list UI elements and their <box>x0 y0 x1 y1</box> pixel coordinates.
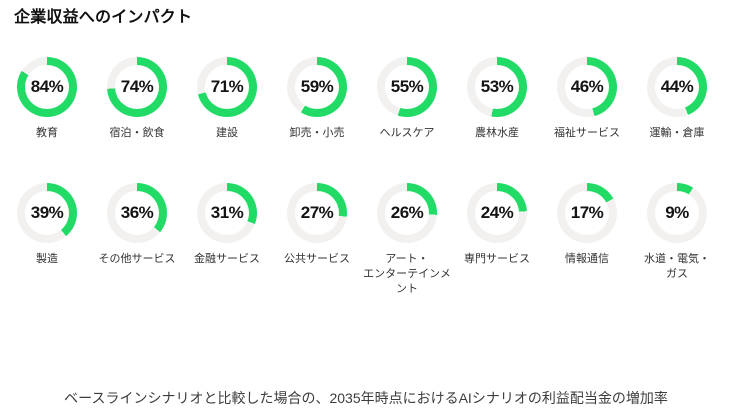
gauge-label: 水道・電気・ ガス <box>644 252 710 280</box>
gauge-cell: 55% ヘルスケア <box>362 57 452 141</box>
page-title: 企業収益へのインパクト <box>14 9 193 26</box>
gauge-label: 卸売・小売 <box>289 127 345 139</box>
donut-gauge-ring: 17% <box>557 182 617 243</box>
gauge-cell: 36% その他サービス <box>92 182 182 267</box>
gauge-value: 17% <box>570 202 604 222</box>
donut-gauge-ring: 36% <box>107 182 167 243</box>
gauge-value: 27% <box>300 202 334 222</box>
donut-gauge-ring: 9% <box>647 182 707 243</box>
gauge-cell: 44% 運輸・倉庫 <box>632 57 722 141</box>
gauge-value: 24% <box>480 202 514 222</box>
gauge-cell: 24% 専門サービス <box>452 182 542 267</box>
gauge-cell: 53% 農林水産 <box>452 57 542 141</box>
gauge-value: 44% <box>660 77 694 96</box>
gauge-cell: 9% 水道・電気・ ガス <box>632 182 722 282</box>
gauge-value: 36% <box>120 202 154 222</box>
gauge-label: 公共サービス <box>284 252 350 265</box>
gauge-label: 福祉サービス <box>554 127 620 139</box>
gauge-cell: 84% 教育 <box>2 57 92 141</box>
donut-gauge-ring: 26% <box>377 182 437 243</box>
donut-gauge-ring: 55% <box>377 57 437 117</box>
gauge-value: 31% <box>210 202 244 222</box>
gauge-label: ヘルスケア <box>379 127 435 139</box>
gauge-label: 情報通信 <box>565 252 609 265</box>
gauge-label: 農林水産 <box>475 127 519 139</box>
gauge-value: 46% <box>570 77 604 96</box>
gauge-value: 84% <box>30 77 64 96</box>
donut-gauge-ring: 27% <box>287 182 347 243</box>
donut-gauge-ring: 71% <box>197 57 257 117</box>
gauge-value: 39% <box>30 202 64 222</box>
gauge-label: 専門サービス <box>464 252 530 265</box>
gauge-value: 9% <box>665 202 689 222</box>
gauge-value: 59% <box>300 77 334 96</box>
gauge-label: 建設 <box>216 127 238 139</box>
gauge-grid: 84% 教育 74% 宿泊・飲食 71% 建設 59% 卸売・小売 55% ヘル… <box>2 57 732 296</box>
gauge-cell: 46% 福祉サービス <box>542 57 632 141</box>
gauge-cell: 71% 建設 <box>182 57 272 141</box>
gauge-label: 製造 <box>36 252 58 265</box>
donut-gauge-ring: 24% <box>467 182 527 243</box>
gauge-value: 74% <box>120 77 154 96</box>
chart-caption: ベースラインシナリオと比較した場合の、2035年時点におけるAIシナリオの利益配… <box>64 390 668 407</box>
gauge-cell: 27% 公共サービス <box>272 182 362 267</box>
gauge-value: 71% <box>210 77 244 96</box>
gauge-label: 宿泊・飲食 <box>109 127 165 139</box>
gauge-cell: 17% 情報通信 <box>542 182 632 267</box>
donut-gauge-ring: 31% <box>197 182 257 243</box>
gauge-label: 運輸・倉庫 <box>649 127 705 139</box>
gauge-value: 55% <box>390 77 424 96</box>
gauge-label: アート・ エンターテインメント <box>363 252 451 295</box>
gauge-cell: 26% アート・ エンターテインメント <box>362 182 452 297</box>
gauge-value: 26% <box>390 202 424 222</box>
donut-gauge-ring: 39% <box>17 182 77 243</box>
donut-gauge-ring: 46% <box>557 57 617 117</box>
donut-gauge-ring: 53% <box>467 57 527 117</box>
gauge-cell: 74% 宿泊・飲食 <box>92 57 182 141</box>
donut-gauge-ring: 74% <box>107 57 167 117</box>
gauge-label: 教育 <box>36 127 58 139</box>
gauge-label: その他サービス <box>98 252 176 265</box>
infographic-page: 企業収益へのインパクト 84% 教育 74% 宿泊・飲食 71% 建設 59% … <box>0 9 732 413</box>
gauge-label: 金融サービス <box>194 252 260 265</box>
gauge-value: 53% <box>480 77 514 96</box>
donut-gauge-ring: 59% <box>287 57 347 117</box>
gauge-cell: 31% 金融サービス <box>182 182 272 267</box>
donut-gauge-ring: 84% <box>17 57 77 117</box>
gauge-cell: 59% 卸売・小売 <box>272 57 362 141</box>
donut-gauge-ring: 44% <box>647 57 707 117</box>
gauge-cell: 39% 製造 <box>2 182 92 267</box>
